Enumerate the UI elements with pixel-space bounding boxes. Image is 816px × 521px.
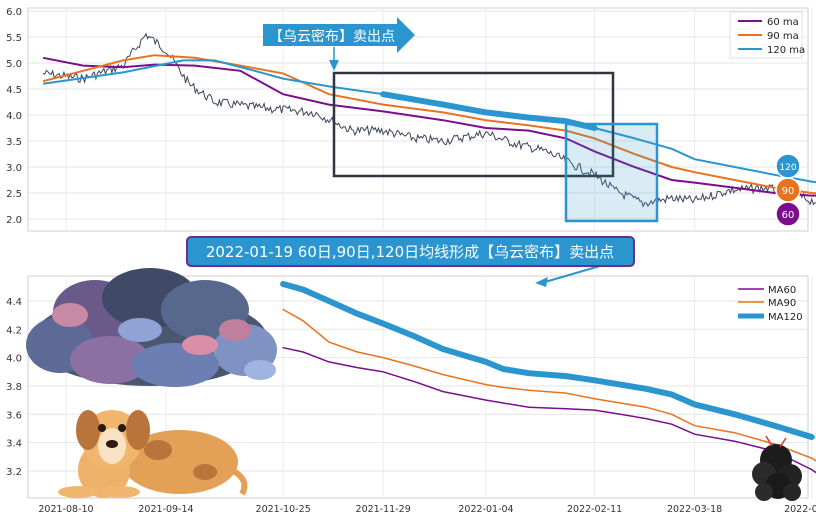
bottom-y-tick-labels: 4.4 4.2 4.0 3.8 3.6 3.4 3.2 xyxy=(6,297,22,478)
banner-text: 2022-01-19 60日,90日,120日均线形成【乌云密布】卖出点 xyxy=(206,243,614,261)
legend-item-MA90: MA90 xyxy=(738,298,796,309)
top-120ma-highlight xyxy=(380,91,598,131)
bottom-x-tick-label: 2022-04-28 xyxy=(784,504,816,515)
bottom-legend: MA60 MA90 MA120 xyxy=(738,285,803,323)
bottom-x-tick-label: 2022-01-04 xyxy=(458,504,513,515)
svg-text:60: 60 xyxy=(782,210,795,221)
svg-text:MA90: MA90 xyxy=(768,298,796,309)
storm-cloud-icon xyxy=(26,268,277,387)
bottom-y-tick-label: 3.4 xyxy=(6,439,22,450)
bottom-x-tick-label: 2021-08-10 xyxy=(38,504,93,515)
svg-text:MA120: MA120 xyxy=(768,312,803,323)
svg-text:90: 90 xyxy=(782,186,795,197)
legend-item-MA120: MA120 xyxy=(738,312,803,323)
top-series-line-90-ma xyxy=(42,54,816,195)
badge-90: 90 xyxy=(775,177,801,203)
bottom-ma-lines xyxy=(280,281,816,474)
ma-end-badges: 120 90 60 xyxy=(775,153,801,227)
top-legend: 60 ma 90 ma 120 ma xyxy=(729,11,805,59)
top-ma-lines xyxy=(42,54,816,197)
legend-item-120ma: 120 ma xyxy=(738,45,805,56)
top-y-tick-label: 4.0 xyxy=(6,111,22,122)
bottom-y-tick-label: 3.8 xyxy=(6,382,22,393)
top-y-tick-label: 4.5 xyxy=(6,85,22,96)
bottom-y-tick-label: 4.0 xyxy=(6,354,22,365)
svg-text:120: 120 xyxy=(779,163,796,173)
top-panel: 6.0 5.5 5.0 4.5 4.0 3.5 3.0 2.5 2.0 【乌云密布】卖出点 60… xyxy=(6,7,816,232)
bottom-series-line-MA120 xyxy=(280,281,815,440)
legend-item-MA60: MA60 xyxy=(738,285,796,296)
bottom-x-tick-label: 2022-03-18 xyxy=(667,504,722,515)
svg-text:90 ma: 90 ma xyxy=(767,31,799,42)
top-y-tick-label: 6.0 xyxy=(6,7,22,18)
arrow-label-text: 【乌云密布】卖出点 xyxy=(269,28,395,45)
bottom-y-tick-label: 3.2 xyxy=(6,467,22,478)
top-plot-area xyxy=(27,7,809,232)
bottom-x-tick-label: 2021-10-25 xyxy=(256,504,311,515)
bottom-panel: 4.4 4.2 4.0 3.8 3.6 3.4 3.2 2021-08-10 2021-09-… xyxy=(6,268,816,515)
svg-text:MA60: MA60 xyxy=(768,285,796,296)
sell-point-arrow-label: 【乌云密布】卖出点 xyxy=(263,17,415,71)
bottom-x-tick-label: 2022-02-11 xyxy=(567,504,622,515)
legend-item-90ma: 90 ma xyxy=(738,31,799,42)
top-y-tick-label: 2.5 xyxy=(6,189,22,200)
bottom-y-tick-label: 4.2 xyxy=(6,325,22,336)
bottom-series-line-MA60 xyxy=(282,346,816,474)
highlight-box-blue xyxy=(564,122,659,223)
top-y-tick-labels: 6.0 5.5 5.0 4.5 4.0 3.5 3.0 2.5 2.0 xyxy=(6,7,22,226)
dark-cloud-icon xyxy=(752,435,802,501)
badge-60: 60 xyxy=(775,201,801,227)
bottom-x-tick-label: 2021-09-14 xyxy=(138,504,193,515)
bottom-x-tick-label: 2021-11-29 xyxy=(356,504,411,515)
top-y-tick-label: 5.0 xyxy=(6,59,22,70)
top-y-tick-label: 2.0 xyxy=(6,215,22,226)
top-y-tick-label: 5.5 xyxy=(6,33,22,44)
badge-120: 120 xyxy=(775,153,801,179)
top-series-line-60-ma xyxy=(42,56,816,197)
svg-text:120 ma: 120 ma xyxy=(767,45,805,56)
bottom-y-tick-label: 3.6 xyxy=(6,410,22,421)
top-y-tick-label: 3.5 xyxy=(6,137,22,148)
top-y-tick-label: 3.0 xyxy=(6,163,22,174)
bottom-x-tick-labels: 2021-08-10 2021-09-14 2021-10-25 2021-11-29… xyxy=(38,504,816,515)
dog-icon xyxy=(58,410,248,498)
svg-text:60 ma: 60 ma xyxy=(767,17,799,28)
bottom-y-tick-label: 4.4 xyxy=(6,297,22,308)
bottom-series-line-MA90 xyxy=(282,308,816,462)
annotation-banner: 2022-01-19 60日,90日,120日均线形成【乌云密布】卖出点 xyxy=(186,236,635,287)
legend-item-60ma: 60 ma xyxy=(738,17,799,28)
